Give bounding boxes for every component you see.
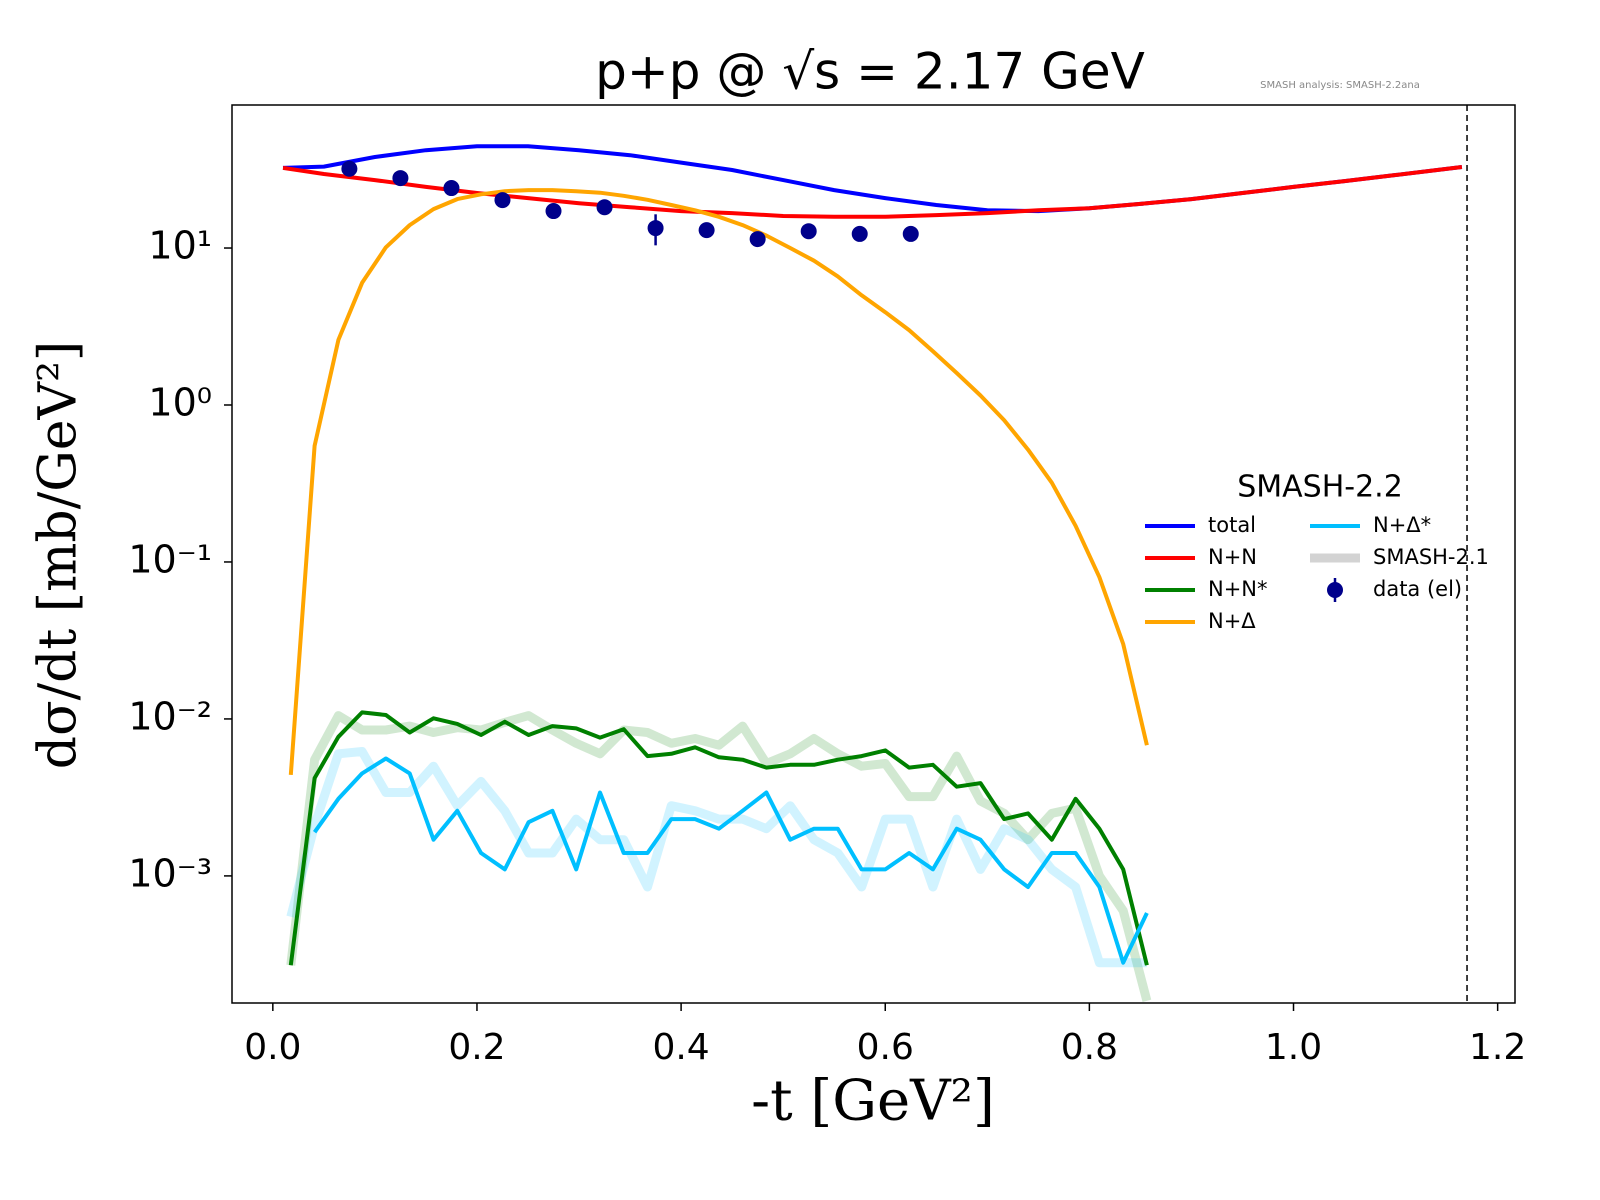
- legend-label: total: [1208, 513, 1256, 537]
- x-tick-label: 0.6: [857, 1027, 914, 1068]
- legend-swatch: [1327, 582, 1343, 598]
- data-point: [647, 220, 664, 237]
- data-point: [443, 180, 460, 197]
- chart-title: p+p @ √s = 2.17 GeV: [595, 43, 1145, 101]
- x-axis-label: -t [GeV²]: [751, 1069, 995, 1134]
- series-line: [288, 188, 1149, 776]
- legend-label: N+N: [1208, 545, 1257, 569]
- data-point: [341, 160, 358, 177]
- plot-frame: [231, 104, 1516, 1004]
- data-point: [494, 192, 511, 209]
- series-line: [282, 165, 1463, 219]
- y-tick-label: 10⁻²: [128, 694, 212, 738]
- legend-label: N+Δ*: [1373, 513, 1431, 537]
- x-tick-label: 0.2: [448, 1027, 505, 1068]
- data-point: [596, 199, 613, 216]
- x-tick-label: 0.8: [1061, 1027, 1118, 1068]
- data-point: [851, 225, 868, 242]
- reference-line: [286, 747, 1147, 968]
- x-tick-label: 0.4: [652, 1027, 709, 1068]
- legend-label: N+N*: [1208, 577, 1268, 601]
- legend-label: data (el): [1373, 577, 1462, 601]
- legend-title: SMASH-2.2: [1237, 470, 1403, 505]
- reference-line: [286, 711, 1152, 1002]
- x-tick-label: 1.2: [1469, 1027, 1526, 1068]
- y-tick-label: 10⁰: [148, 380, 212, 424]
- legend-label: SMASH-2.1: [1373, 545, 1489, 569]
- y-tick-label: 10⁻¹: [128, 537, 212, 581]
- y-axis-label: dσ/dt [mb/GeV²]: [29, 341, 89, 769]
- annotation: SMASH analysis: SMASH-2.2ana: [1260, 80, 1420, 91]
- series-line: [282, 144, 1463, 214]
- y-tick-label: 10⁻³: [128, 851, 212, 895]
- data-point: [749, 231, 766, 248]
- data-point: [902, 225, 919, 242]
- legend-label: N+Δ: [1208, 609, 1256, 633]
- data-point: [698, 222, 715, 239]
- y-tick-label: 10¹: [148, 224, 212, 268]
- data-point: [545, 203, 562, 220]
- series-line: [312, 756, 1149, 965]
- x-tick-label: 0.0: [244, 1027, 301, 1068]
- series-line: [288, 710, 1149, 966]
- data-point: [392, 170, 409, 187]
- x-tick-label: 1.0: [1265, 1027, 1322, 1068]
- data-point: [800, 223, 817, 240]
